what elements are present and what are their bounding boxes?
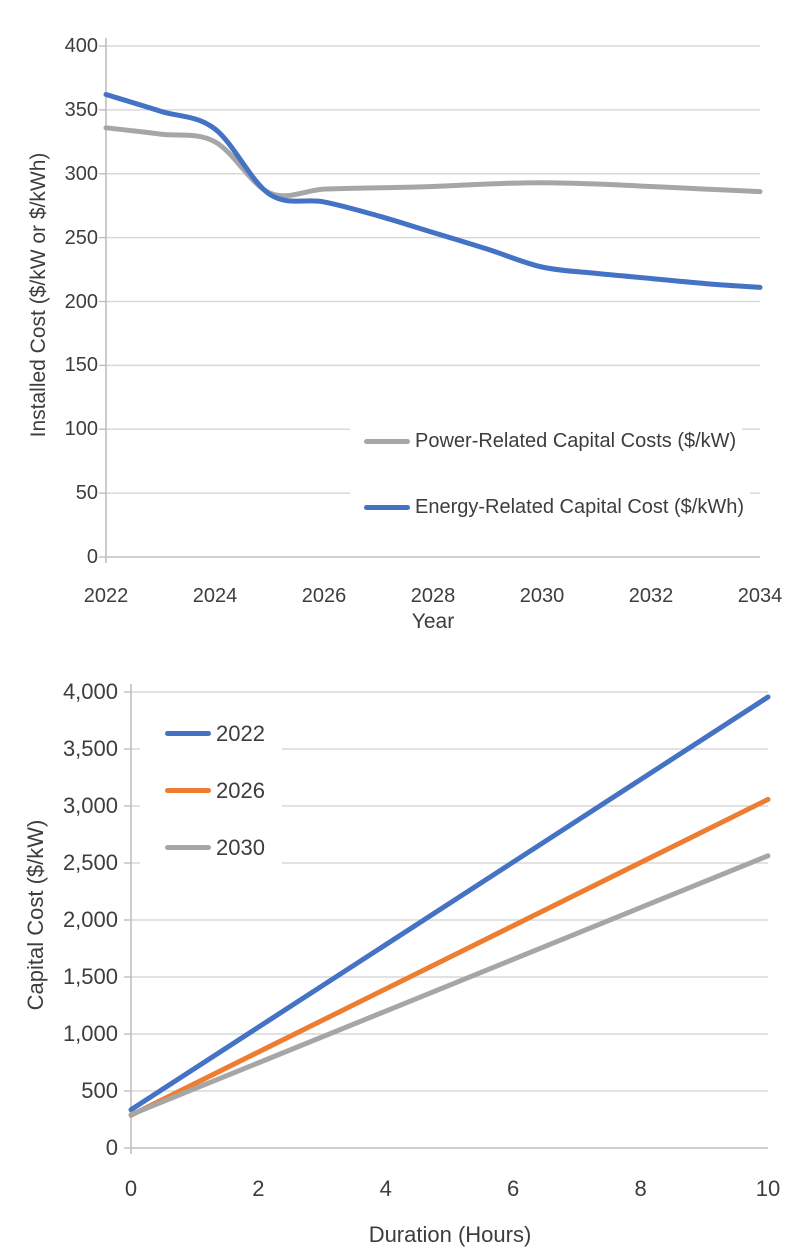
top-chart-x-tick-label: 2032 [628,585,674,607]
top-chart-y-tick-label: 150 [64,354,98,377]
top-chart-x-tick-label: 2026 [301,585,347,607]
top-chart-y-tick-label: 50 [75,482,98,505]
top-chart-x-axis-title: Year [411,610,455,633]
legend-entry-energy-related: Energy-Related Capital Cost ($/kWh) [350,487,751,527]
legend-entry-2030: 2030 [140,819,282,876]
bottom-chart-x-tick-labels: 0 2 4 6 8 10 [101,1176,798,1202]
bottom-chart-y-tick-label: 0 [105,1135,118,1160]
series-2026-legend-label: 2026 [216,777,265,803]
bottom-chart-x-tick-label: 6 [507,1176,520,1201]
energy-related-series-swatch [364,504,410,510]
top-chart-y-tick-label: 350 [64,98,98,121]
series-line-energy-related-capital-cost-kwh- [103,92,763,290]
top-chart-y-tick-label: 0 [86,546,98,568]
top-chart-y-tick-label: 400 [64,35,98,57]
bottom-chart-x-axis-title: Duration (Hours) [368,1222,532,1247]
series-2022-swatch [165,731,211,736]
legend-entry-power-related: Power-Related Capital Costs ($/kW) [350,421,743,461]
top-chart-y-tick-labels: 400 350 300 250 200 150 100 50 0 [36,34,98,569]
top-chart-x-tick-label: 2034 [737,585,783,607]
series-2026-swatch [165,788,211,793]
legend-entry-2026: 2026 [140,762,282,819]
top-chart-y-tick-label: 200 [64,290,98,313]
bottom-chart-y-tick-label: 2,000 [62,907,118,932]
top-chart-x-tick-labels: 2022 2024 2026 2028 2030 2032 2034 [61,584,804,608]
top-chart-x-tick-label: 2030 [519,585,565,607]
bottom-chart-y-tick-label: 4,000 [62,679,118,704]
top-chart-y-tick-label: 300 [64,162,98,185]
bottom-chart-y-tick-label: 1,000 [62,1021,118,1046]
bottom-chart-y-tick-labels: 4,000 3,500 3,000 2,500 2,000 1,500 1,000 500 0 [28,679,118,1161]
series-2030-legend-label: 2030 [216,834,265,860]
bottom-chart-y-tick-label: 500 [81,1078,118,1103]
series-2030-swatch [165,845,211,850]
bottom-chart-legend: 2022 2026 2030 [140,705,282,876]
bottom-chart-x-tick-label: 10 [755,1176,781,1201]
top-chart-x-tick-label: 2022 [83,585,129,607]
bottom-chart-y-tick-label: 2,500 [62,850,118,875]
top-chart-y-tick-label: 100 [64,418,98,441]
top-chart-x-tick-label: 2024 [192,585,238,607]
series-line-power-related-capital-costs-kw- [103,125,763,199]
bottom-chart-y-tick-label: 3,000 [62,793,118,818]
power-related-series-swatch [364,438,410,444]
bottom-chart-y-tick-label: 3,500 [62,736,118,761]
bottom-chart-x-tick-label: 4 [379,1176,392,1201]
series-line-2030 [128,853,771,1118]
series-line-2026 [128,796,771,1118]
bottom-chart-x-tick-label: 8 [634,1176,647,1201]
series-line-2022 [128,694,771,1113]
top-chart-x-tick-label: 2028 [410,585,456,607]
energy-related-legend-label: Energy-Related Capital Cost ($/kWh) [415,495,745,518]
series-2022-legend-label: 2022 [216,720,265,746]
legend-entry-2022: 2022 [140,705,282,762]
bottom-chart-x-tick-label: 2 [252,1176,265,1201]
bottom-chart-y-tick-label: 1,500 [62,964,118,989]
top-chart-y-tick-label: 250 [64,226,98,249]
bottom-chart-x-tick-label: 0 [124,1176,138,1201]
power-related-legend-label: Power-Related Capital Costs ($/kW) [415,429,737,452]
